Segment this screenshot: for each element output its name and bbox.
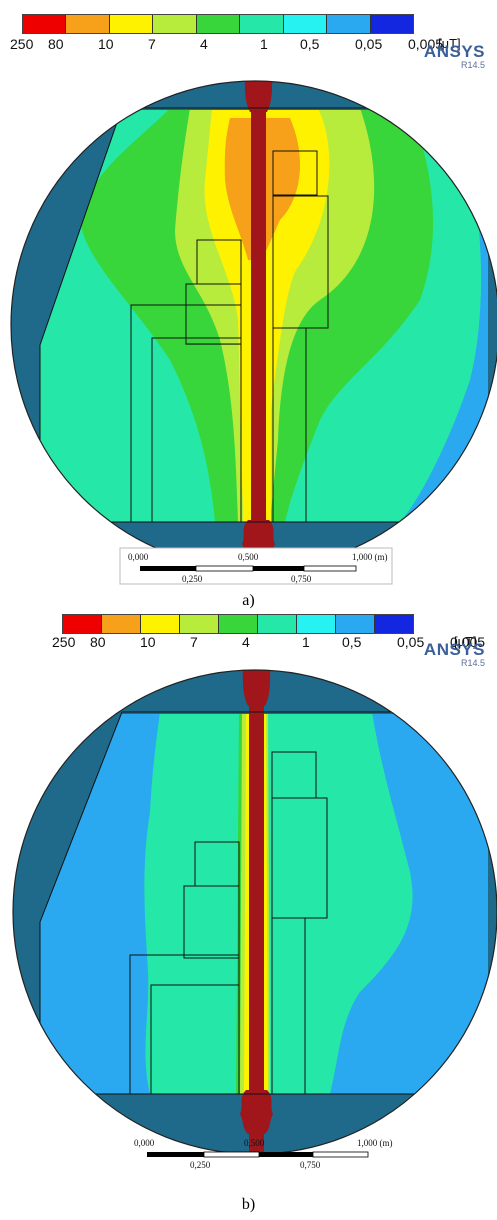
legend-swatch-1 [66, 15, 110, 33]
field-plot-a [10, 80, 497, 585]
scale-bar [147, 1151, 369, 1158]
legend-label-0: 250 [52, 634, 76, 650]
color-legend [22, 14, 414, 34]
legend-swatch-7 [327, 15, 371, 33]
scale-label-0-25: 0,250 [182, 574, 203, 584]
conductor [251, 81, 266, 560]
scale-label-0: 0,000 [128, 552, 149, 562]
legend-swatch-6 [283, 15, 328, 33]
scale-label-0-25: 0,250 [190, 1160, 211, 1170]
conductor-top-burst [242, 670, 271, 706]
legend-unit: [μT] [438, 36, 461, 51]
legend-swatch-4 [196, 15, 241, 33]
top-bar [40, 704, 497, 714]
legend-swatch-2 [141, 615, 180, 633]
legend-label-5: 1 [302, 634, 310, 650]
legend-swatch-8 [370, 15, 413, 33]
legend-swatch-6 [297, 615, 336, 633]
field-plot-b [12, 669, 497, 1158]
legend-swatch-4 [219, 615, 258, 633]
caption-b: b) [241, 1196, 256, 1213]
legend-swatch-1 [102, 615, 141, 633]
legend-swatch-5 [240, 15, 284, 33]
scale-label-0-5: 0,500 [238, 552, 259, 562]
legend-label-0: 250 [10, 36, 34, 52]
legend-label-4: 4 [200, 36, 208, 52]
legend-swatch-5 [258, 615, 297, 633]
ansys-version: R14.5 [460, 658, 485, 668]
scale-label-0-75: 0,750 [300, 1160, 321, 1170]
legend-label-7: 0,05 [397, 634, 425, 650]
scale-label-0: 0,000 [134, 1138, 155, 1148]
ansys-version: R14.5 [460, 60, 485, 70]
legend-label-6: 0,5 [342, 634, 362, 650]
legend-label-4: 4 [242, 634, 250, 650]
contour-0-5 [144, 712, 413, 1094]
legend-swatch-0 [63, 615, 102, 633]
scale-label-0-5: 0,500 [244, 1138, 265, 1148]
conductor-top-burst [244, 81, 273, 112]
legend-label-3: 7 [148, 36, 156, 52]
legend-swatch-0 [23, 15, 67, 33]
scale-label-1: 1,000 (m) [357, 1138, 393, 1148]
legend-label-1: 80 [48, 36, 64, 52]
legend-label-6: 0,5 [300, 36, 320, 52]
conductor [249, 670, 264, 1152]
scale-label-0-75: 0,750 [291, 574, 312, 584]
scale-label-1: 1,000 (m) [352, 552, 388, 562]
ansys-logo-text: ANSYS [423, 640, 485, 659]
legend-swatch-8 [375, 615, 413, 633]
legend-swatch-7 [336, 615, 375, 633]
ansys-logo: ANSYS R14.5 [424, 42, 485, 70]
legend-label-5: 1 [260, 36, 268, 52]
color-legend [62, 614, 414, 634]
legend-label-1: 80 [90, 634, 106, 650]
legend-tick-labels: 250 80 10 7 4 1 0,5 0,05 0,005 [10, 36, 450, 54]
caption-a: a) [242, 592, 255, 609]
conductor-bottom-burst [240, 1090, 273, 1134]
legend-label-3: 7 [190, 634, 198, 650]
legend-swatch-3 [180, 615, 219, 633]
structure-outlines [39, 711, 470, 1154]
legend-swatch-2 [109, 15, 154, 33]
ansys-logo: ANSYS R14.5 [424, 640, 485, 668]
scale-bar [119, 547, 393, 585]
legend-label-8: 0,005 [408, 36, 444, 52]
legend-label-8: 0,005 [450, 634, 486, 650]
legend-unit: [μT] [454, 634, 477, 649]
legend-label-2: 10 [98, 36, 114, 52]
legend-swatch-3 [153, 15, 197, 33]
panel-a: 250 80 10 7 4 1 0,5 0,05 0,005 [μT] ANSYS R14.5 [0, 0, 497, 590]
panel-b: 250 80 10 7 4 1 0,5 0,05 0,005 [μT] ANSYS R14.5 [0, 612, 497, 1202]
ansys-logo-text: ANSYS [423, 42, 485, 61]
legend-label-7: 0,05 [355, 36, 383, 52]
legend-tick-labels: 250 80 10 7 4 1 0,5 0,05 0,005 [52, 634, 492, 652]
legend-label-2: 10 [140, 634, 156, 650]
